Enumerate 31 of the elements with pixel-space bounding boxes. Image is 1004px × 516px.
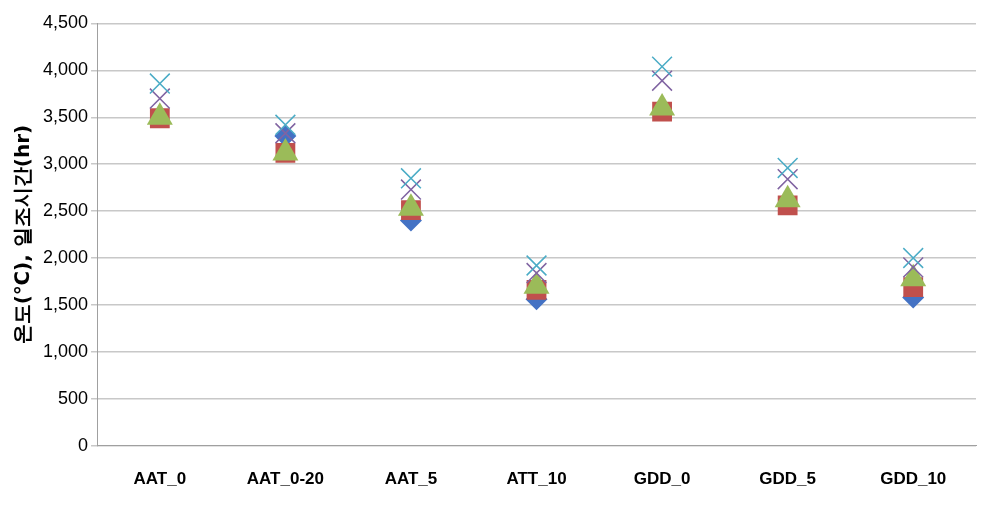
y-tick-label: 0 xyxy=(78,434,89,455)
point xyxy=(902,256,924,279)
point xyxy=(651,70,673,92)
point xyxy=(777,157,799,179)
x-tick-label: AAT_5 xyxy=(384,469,438,489)
point xyxy=(777,168,799,190)
y-tick-label: 4,000 xyxy=(43,59,89,80)
y-tick-label: 2,000 xyxy=(43,246,89,267)
y-tick-label: 2,500 xyxy=(43,200,89,221)
x-tick-label: AAT_0-20 xyxy=(246,469,324,489)
x-tick-label: ATT_10 xyxy=(506,469,567,489)
point xyxy=(525,254,548,277)
point xyxy=(525,262,548,284)
y-tick-label: 3,000 xyxy=(43,153,89,174)
y-tick-label: 1,000 xyxy=(43,340,89,361)
point xyxy=(902,247,924,269)
y-tick-label: 1,500 xyxy=(43,293,89,314)
point xyxy=(149,72,171,95)
y-tick-label: 4,500 xyxy=(43,12,89,33)
y-tick-label: 500 xyxy=(58,387,89,408)
point xyxy=(274,114,297,136)
point xyxy=(651,56,673,78)
x-tick-label: GDD_10 xyxy=(880,469,947,489)
x-tick-label: AAT_0 xyxy=(133,469,187,489)
y-axis-title: 온도(℃), 일조시간(hr) xyxy=(10,124,35,345)
point xyxy=(149,87,171,110)
x-tick-label: GDD_5 xyxy=(759,469,816,489)
point xyxy=(400,167,422,189)
x-tick-label: GDD_0 xyxy=(633,469,691,489)
point xyxy=(400,178,422,201)
y-tick-label: 3,500 xyxy=(43,106,89,127)
